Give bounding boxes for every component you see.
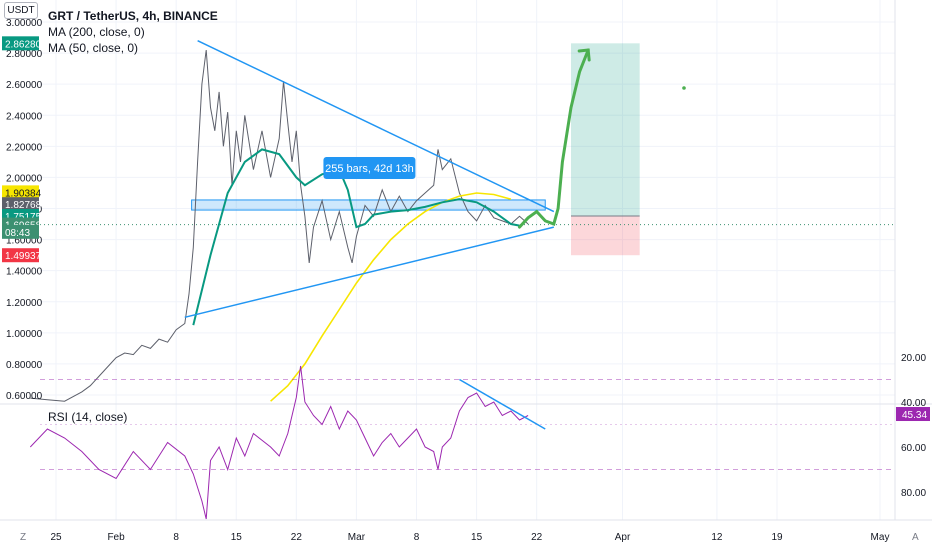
rsi-badge-label: 45.34 — [902, 410, 927, 421]
time-tick-9: Apr — [615, 532, 631, 543]
price-tick-10: 2.60000 — [6, 80, 43, 91]
rsi-trendline[interactable] — [459, 378, 546, 430]
target-zone[interactable] — [571, 43, 640, 216]
price-tick-1: 0.80000 — [6, 360, 43, 371]
marker-dot — [682, 86, 686, 90]
price-badge-2[interactable] — [2, 197, 39, 212]
trendline-1[interactable] — [184, 226, 555, 319]
price-badge-1[interactable] — [2, 185, 39, 200]
stop-zone[interactable] — [571, 215, 640, 256]
price-tick-9: 2.40000 — [6, 111, 43, 122]
time-tick-5: Mar — [348, 532, 366, 543]
price-tick-7: 2.00000 — [6, 173, 43, 184]
trendline-0[interactable] — [197, 39, 555, 213]
time-tick-7: 15 — [471, 532, 483, 543]
time-tick-4: 22 — [291, 532, 303, 543]
price-badge-6[interactable] — [2, 248, 39, 263]
time-tick-8: 22 — [531, 532, 543, 543]
time-tick-1: Feb — [107, 532, 125, 543]
rsi-badge[interactable] — [896, 407, 930, 422]
time-tick-0: 25 — [50, 532, 62, 543]
price-tick-4: 1.40000 — [6, 267, 43, 278]
price-badge-label-6: 1.49937 — [5, 251, 42, 262]
price-tick-8: 2.20000 — [6, 142, 43, 153]
bars-label: 255 bars, 42d 13h — [325, 163, 414, 175]
ma50-series[interactable] — [192, 148, 520, 326]
price-tick-5: 1.60000 — [6, 236, 43, 247]
price-tick-12: 3.00000 — [6, 18, 43, 29]
ma200-series[interactable] — [270, 192, 512, 402]
rsi-tick-0: 20.00 — [901, 353, 926, 364]
projection-arrow[interactable] — [518, 48, 590, 229]
rsi-legend[interactable]: RSI (14, close) — [48, 410, 128, 424]
rsi-tick-3: 80.00 — [901, 488, 926, 499]
bars-label-bg — [323, 157, 416, 179]
price-badge-5[interactable] — [2, 224, 39, 239]
price-tick-11: 2.80000 — [6, 49, 43, 60]
rsi-tick-2: 60.00 — [901, 443, 926, 454]
arrow-head — [577, 48, 591, 62]
price-tick-3: 1.20000 — [6, 298, 43, 309]
price-badge-label-3: 1.75175 — [5, 212, 42, 223]
symbol-title[interactable]: GRT / TetherUS, 4h, BINANCE — [48, 9, 218, 23]
rsi-tick-1: 40.00 — [901, 398, 926, 409]
date-range-box[interactable] — [191, 199, 546, 211]
time-tick-12: May — [871, 532, 890, 543]
price-tick-0: 0.60000 — [6, 391, 43, 402]
price-badge-label-0: 2.86280 — [5, 39, 42, 50]
time-tick-10: 12 — [711, 532, 723, 543]
chart-legend: GRT / TetherUS, 4h, BINANCE MA (200, clo… — [48, 8, 218, 56]
auto-scale-icon[interactable]: A — [912, 532, 919, 543]
price-badge-label-5: 08:43 — [5, 228, 30, 239]
timezone-icon[interactable]: Z — [20, 532, 27, 543]
price-tick-2: 1.00000 — [6, 329, 43, 340]
price-badge-label-1: 1.90384 — [5, 188, 42, 199]
rsi-series[interactable] — [29, 365, 529, 520]
time-tick-2: 8 — [173, 532, 179, 543]
time-tick-3: 15 — [231, 532, 243, 543]
price-badge-0[interactable] — [2, 36, 39, 51]
currency-badge[interactable]: USDT — [4, 2, 38, 19]
ma50-legend[interactable]: MA (50, close, 0) — [48, 41, 139, 55]
price-series[interactable] — [30, 49, 529, 402]
ma200-legend[interactable]: MA (200, close, 0) — [48, 25, 145, 39]
price-badge-label-2: 1.82768 — [5, 200, 42, 211]
time-tick-6: 8 — [414, 532, 420, 543]
time-tick-11: 19 — [771, 532, 783, 543]
